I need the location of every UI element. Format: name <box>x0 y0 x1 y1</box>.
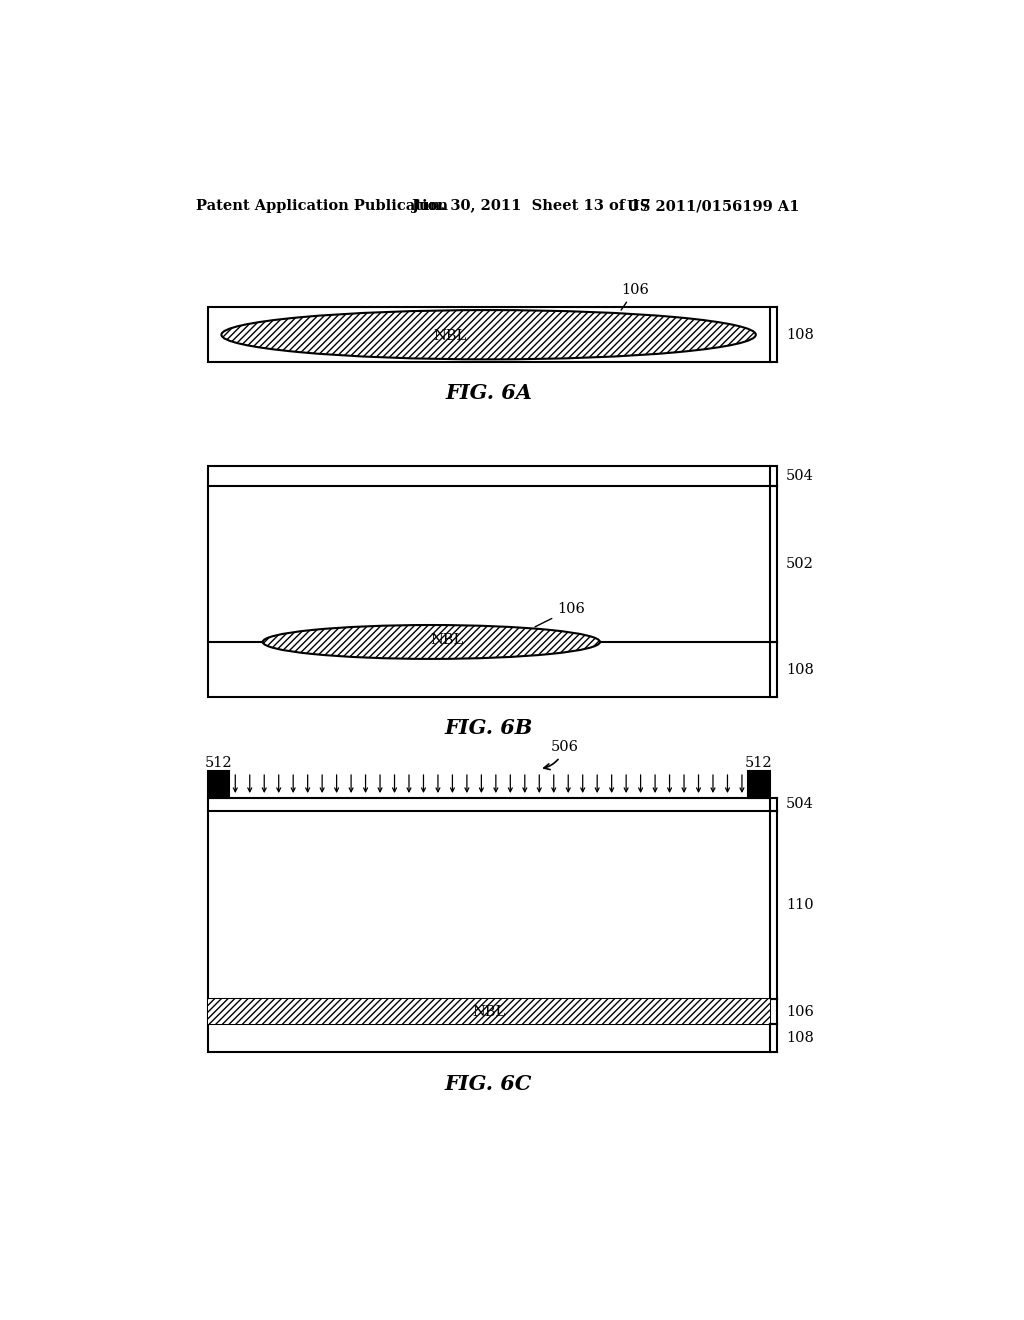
Bar <box>749 771 770 797</box>
Text: 506: 506 <box>544 741 579 770</box>
Text: FIG. 6B: FIG. 6B <box>444 718 532 738</box>
Text: NBL: NBL <box>433 329 467 343</box>
Bar <box>208 797 770 1052</box>
Text: Jun. 30, 2011  Sheet 13 of 17: Jun. 30, 2011 Sheet 13 of 17 <box>412 199 650 213</box>
Bar <box>208 771 229 797</box>
Bar <box>208 999 770 1024</box>
Text: 108: 108 <box>785 663 814 677</box>
Text: 502: 502 <box>785 557 814 570</box>
Text: 108: 108 <box>785 1031 814 1044</box>
Text: 106: 106 <box>785 1005 814 1019</box>
Text: NBL: NBL <box>430 634 463 647</box>
Ellipse shape <box>221 310 756 359</box>
Text: 108: 108 <box>785 327 814 342</box>
Text: 504: 504 <box>785 797 814 812</box>
Text: FIG. 6C: FIG. 6C <box>444 1074 532 1094</box>
Text: NBL: NBL <box>472 1005 505 1019</box>
Text: FIG. 6A: FIG. 6A <box>445 383 532 403</box>
Text: 512: 512 <box>745 756 773 770</box>
Ellipse shape <box>263 626 600 659</box>
Text: 106: 106 <box>535 602 585 627</box>
Bar <box>208 466 770 697</box>
Text: US 2011/0156199 A1: US 2011/0156199 A1 <box>628 199 800 213</box>
Text: 512: 512 <box>205 756 232 770</box>
Text: 110: 110 <box>785 899 813 912</box>
Bar <box>208 308 770 363</box>
Text: Patent Application Publication: Patent Application Publication <box>196 199 449 213</box>
Text: 106: 106 <box>621 282 649 310</box>
Text: 504: 504 <box>785 469 814 483</box>
